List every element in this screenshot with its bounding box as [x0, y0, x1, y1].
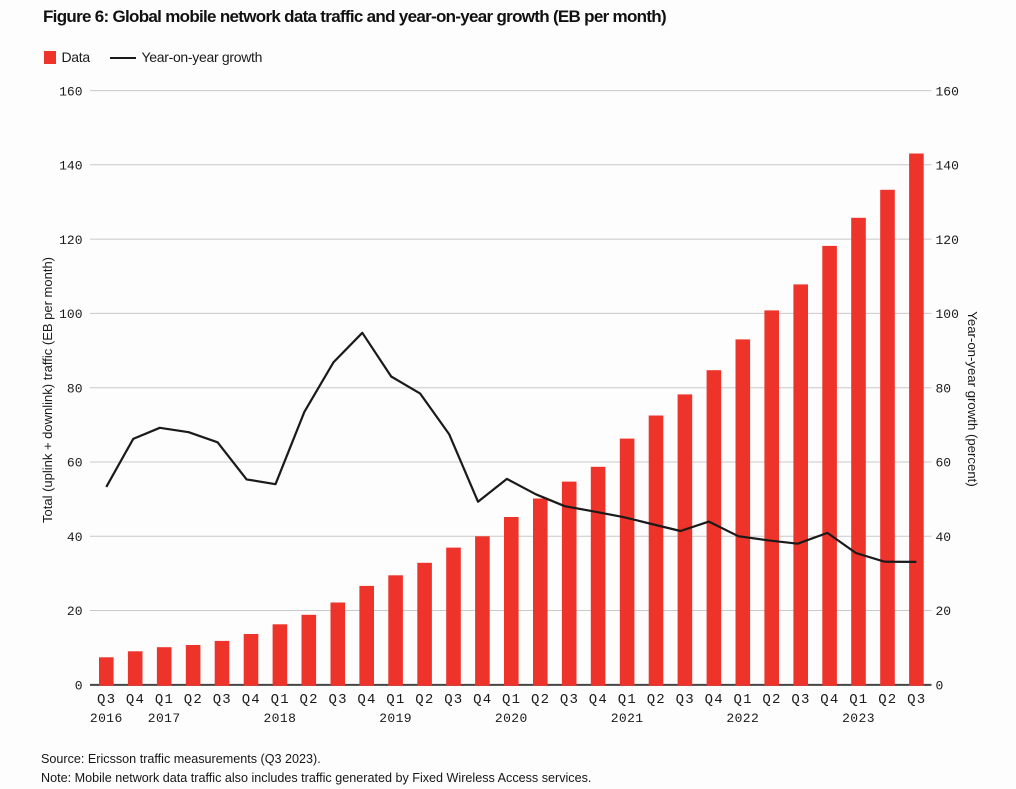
- svg-text:20: 20: [936, 604, 952, 619]
- svg-text:2018: 2018: [263, 711, 296, 726]
- svg-text:100: 100: [936, 307, 959, 322]
- svg-text:2016: 2016: [90, 711, 123, 726]
- svg-text:80: 80: [67, 381, 83, 396]
- svg-text:Q1: Q1: [502, 692, 521, 708]
- svg-text:Q2: Q2: [531, 692, 550, 708]
- svg-text:140: 140: [936, 159, 959, 174]
- svg-text:Q2: Q2: [299, 692, 318, 708]
- svg-text:Q2: Q2: [647, 692, 666, 708]
- svg-text:Q1: Q1: [618, 692, 637, 708]
- svg-text:Total (uplink + downlink) traf: Total (uplink + downlink) traffic (EB pe…: [40, 257, 55, 523]
- svg-text:Q2: Q2: [415, 692, 434, 708]
- svg-text:Q4: Q4: [820, 692, 839, 708]
- svg-text:Q3: Q3: [328, 692, 347, 708]
- svg-text:120: 120: [936, 233, 959, 248]
- svg-text:160: 160: [936, 84, 959, 99]
- svg-text:100: 100: [59, 307, 82, 322]
- svg-text:Q3: Q3: [791, 692, 810, 708]
- svg-text:Q1: Q1: [386, 692, 405, 708]
- svg-text:Q1: Q1: [271, 692, 290, 708]
- svg-text:Q2: Q2: [878, 692, 897, 708]
- svg-text:Q3: Q3: [676, 692, 695, 708]
- svg-text:Q4: Q4: [705, 692, 724, 708]
- svg-text:60: 60: [67, 456, 83, 471]
- svg-text:0: 0: [75, 679, 83, 694]
- svg-text:140: 140: [59, 159, 82, 174]
- svg-text:Q4: Q4: [473, 692, 492, 708]
- svg-text:Q3: Q3: [444, 692, 463, 708]
- svg-text:Year-on-year growth (percent): Year-on-year growth (percent): [965, 311, 980, 486]
- svg-text:Q1: Q1: [155, 692, 174, 708]
- svg-text:2020: 2020: [495, 711, 528, 726]
- svg-text:Q4: Q4: [126, 692, 145, 708]
- svg-text:Q3: Q3: [907, 692, 926, 708]
- svg-text:2019: 2019: [379, 711, 412, 726]
- svg-text:Q2: Q2: [762, 692, 781, 708]
- svg-text:Q3: Q3: [560, 692, 579, 708]
- svg-text:Q3: Q3: [213, 692, 232, 708]
- svg-text:2023: 2023: [842, 711, 875, 726]
- svg-text:2021: 2021: [611, 711, 644, 726]
- svg-text:120: 120: [59, 233, 82, 248]
- svg-text:20: 20: [67, 604, 83, 619]
- svg-text:0: 0: [936, 679, 944, 694]
- svg-text:80: 80: [936, 381, 952, 396]
- svg-text:2017: 2017: [148, 711, 181, 726]
- svg-text:60: 60: [936, 456, 952, 471]
- svg-text:Q2: Q2: [184, 692, 203, 708]
- svg-text:Q3: Q3: [97, 692, 116, 708]
- svg-text:40: 40: [67, 530, 83, 545]
- svg-text:Q1: Q1: [849, 692, 868, 708]
- svg-text:Q4: Q4: [589, 692, 608, 708]
- svg-text:Q4: Q4: [242, 692, 261, 708]
- svg-text:160: 160: [59, 84, 82, 99]
- svg-text:Q1: Q1: [733, 692, 752, 708]
- svg-text:Q4: Q4: [357, 692, 376, 708]
- svg-text:40: 40: [936, 530, 952, 545]
- svg-text:2022: 2022: [726, 711, 759, 726]
